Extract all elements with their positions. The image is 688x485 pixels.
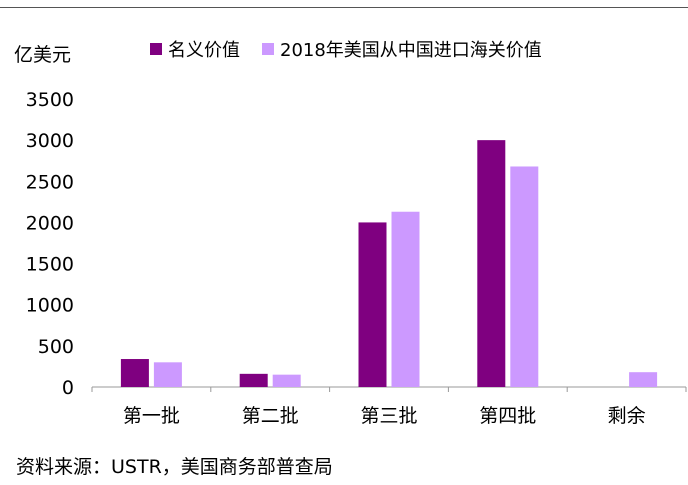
y-tick-label: 1000 xyxy=(26,295,74,317)
y-tick-label: 500 xyxy=(38,336,74,358)
y-tick-label: 0 xyxy=(62,377,74,399)
top-rule xyxy=(0,7,688,8)
bar-customs-value xyxy=(153,362,182,387)
bar-nominal-value xyxy=(477,140,506,387)
y-tick-label: 3000 xyxy=(26,130,74,152)
x-category-label: 第四批 xyxy=(479,405,536,427)
y-tick-label: 1500 xyxy=(26,254,74,276)
legend-label-customs-value: 2018年美国从中国进口海关价值 xyxy=(280,40,542,61)
legend-label-nominal-value: 名义价值 xyxy=(168,40,240,61)
source-note: 资料来源：USTR，美国商务部普查局 xyxy=(16,456,333,478)
bar-customs-value xyxy=(629,372,658,387)
bar-customs-value xyxy=(391,211,420,387)
chart-legend: 名义价值 2018年美国从中国进口海关价值 xyxy=(150,36,564,62)
x-category-label: 剩余 xyxy=(608,405,646,427)
y-tick-label: 2500 xyxy=(26,171,74,193)
bar-nominal-value xyxy=(239,373,268,387)
y-axis-unit-label: 亿美元 xyxy=(14,44,72,66)
bar-customs-value xyxy=(510,166,539,387)
bar-nominal-value xyxy=(358,222,387,387)
y-tick-label: 3500 xyxy=(26,89,74,111)
bar-nominal-value xyxy=(120,359,149,387)
bar-customs-value xyxy=(272,374,301,387)
x-category-label: 第三批 xyxy=(360,405,417,427)
x-category-label: 第一批 xyxy=(123,405,180,427)
y-tick-label: 2000 xyxy=(26,212,74,234)
legend-item-nominal-value: 名义价值 xyxy=(150,36,240,62)
legend-swatch-customs-value xyxy=(262,43,274,55)
legend-item-customs-value: 2018年美国从中国进口海关价值 xyxy=(262,36,542,62)
x-category-label: 第二批 xyxy=(242,405,299,427)
legend-swatch-nominal-value xyxy=(150,43,162,55)
